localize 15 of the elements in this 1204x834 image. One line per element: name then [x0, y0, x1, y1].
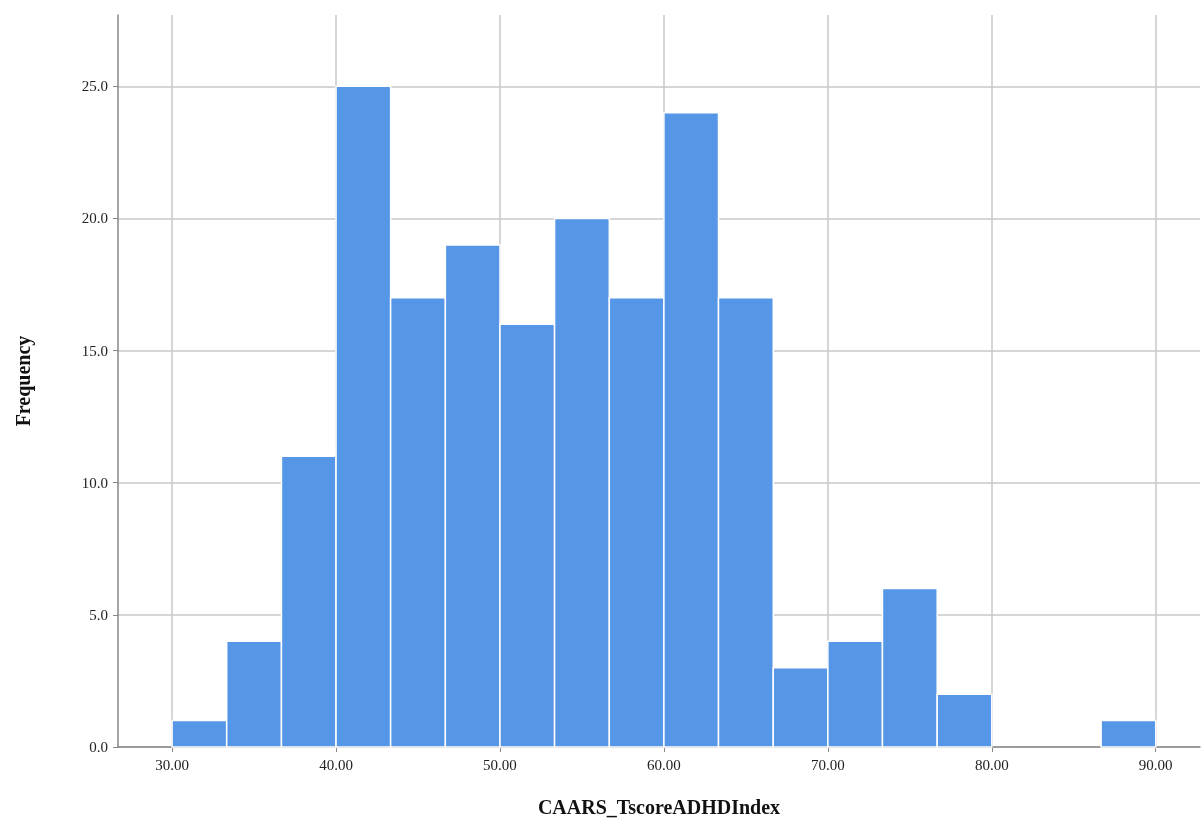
x-tick-label: 50.00: [483, 756, 517, 773]
y-tick-label: 25.0: [81, 78, 108, 95]
x-tick-label: 70.00: [810, 756, 845, 773]
x-tick-label: 30.00: [155, 756, 189, 773]
y-tick-label: 5.0: [89, 606, 108, 623]
y-tick-label: 10.0: [81, 474, 108, 491]
y-tick-label: 20.0: [81, 210, 108, 227]
y-tick-label: 15.0: [81, 342, 108, 359]
y-tick-label: 0.0: [89, 739, 108, 755]
x-tick-label: 60.00: [647, 756, 681, 773]
x-tick-label: 40.00: [319, 756, 353, 773]
x-tick-label: 80.00: [974, 756, 1009, 773]
x-tick-label: 90.00: [1138, 756, 1173, 773]
x-axis-title: CAARS_TscoreADHDIndex: [537, 796, 781, 818]
y-axis-title: Frequency: [12, 335, 35, 427]
